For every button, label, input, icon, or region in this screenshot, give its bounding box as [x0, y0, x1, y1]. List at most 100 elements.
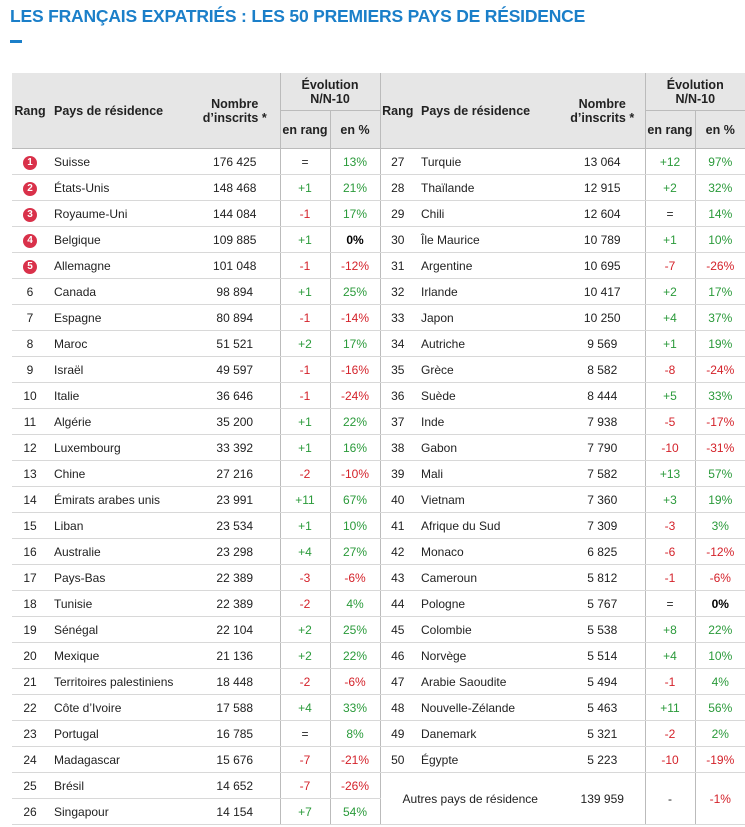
header-evolution-text: Évolution N/N-10: [301, 77, 359, 106]
row: 8 Maroc 51 521 +2 17% 34 Autriche 9 569 +1 19%: [12, 330, 745, 357]
nombre: 5 812: [560, 564, 645, 591]
nombre: 5 223: [560, 746, 645, 773]
rang: 38: [379, 434, 415, 461]
evolution-rang: +2: [279, 330, 330, 357]
rang: 21: [12, 668, 48, 695]
rang: 29: [379, 200, 415, 227]
row: 26 Singapour 14 154 +7 54%: [12, 798, 745, 825]
pays: Gabon: [415, 434, 560, 461]
rang: 36: [379, 382, 415, 409]
evolution-pct: 3%: [694, 512, 745, 539]
title-dash: [10, 40, 22, 43]
rang: 10: [12, 382, 48, 409]
evolution-pct: 10%: [329, 512, 380, 539]
pays: Cameroun: [415, 564, 560, 591]
row: 10 Italie 36 646 -1 -24% 36 Suède 8 444 +5 33%: [12, 382, 745, 409]
evolution-rang: -2: [279, 590, 330, 617]
evolution-rang: =: [644, 590, 695, 617]
evolution-pct: 22%: [329, 408, 380, 435]
rang-badge: 5: [23, 259, 37, 274]
pays: États-Unis: [48, 174, 190, 201]
header-pays: Pays de résidence: [415, 73, 560, 149]
pays: Tunisie: [48, 590, 190, 617]
rang: 39: [379, 460, 415, 487]
evolution-rang: +4: [644, 642, 695, 669]
evolution-rang: +1: [279, 434, 330, 461]
nombre: 8 444: [560, 382, 645, 409]
evolution-pct: 21%: [329, 174, 380, 201]
nombre: 23 298: [190, 538, 280, 565]
evolution-pct: 25%: [329, 278, 380, 305]
rang: 30: [379, 226, 415, 253]
evolution-pct: 10%: [694, 642, 745, 669]
evolution-rang: -1: [279, 252, 330, 279]
rang: 47: [379, 668, 415, 695]
nombre: 7 938: [560, 408, 645, 435]
evolution-pct: 25%: [329, 616, 380, 643]
row: 11 Algérie 35 200 +1 22% 37 Inde 7 938 -5 -17%: [12, 408, 745, 435]
rang: 2: [12, 174, 48, 201]
nombre: 10 695: [560, 252, 645, 279]
nombre: 144 084: [190, 200, 280, 227]
rang: 8: [12, 330, 48, 357]
rang: 43: [379, 564, 415, 591]
nombre: 14 652: [190, 772, 280, 799]
evolution-pct: 19%: [694, 330, 745, 357]
rang: 3: [12, 200, 48, 227]
pays: Territoires palestiniens: [48, 668, 190, 695]
pays: Brésil: [48, 772, 190, 799]
row: 6 Canada 98 894 +1 25% 32 Irlande 10 417 +2 17%: [12, 278, 745, 305]
evolution-rang: +2: [279, 616, 330, 643]
rang: 37: [379, 408, 415, 435]
rang-badge: 3: [23, 207, 37, 222]
nombre: 5 514: [560, 642, 645, 669]
rang: 6: [12, 278, 48, 305]
nombre: 27 216: [190, 460, 280, 487]
evolution-rang: -10: [644, 434, 695, 461]
header-nombre: Nombre d’inscrits *: [190, 73, 280, 149]
autres-rang: -: [644, 772, 695, 825]
rang-badge: 4: [23, 233, 37, 248]
evolution-rang: -3: [279, 564, 330, 591]
evolution-rang: +2: [279, 642, 330, 669]
evolution-rang: =: [279, 148, 330, 175]
pays: Argentine: [415, 252, 560, 279]
rang: 46: [379, 642, 415, 669]
rang: 33: [379, 304, 415, 331]
evolution-pct: 16%: [329, 434, 380, 461]
pays: Île Maurice: [415, 226, 560, 253]
evolution-pct: 10%: [694, 226, 745, 253]
rang: 23: [12, 720, 48, 747]
evolution-rang: -2: [279, 460, 330, 487]
evolution-pct: 17%: [329, 200, 380, 227]
evolution-pct: -16%: [329, 356, 380, 383]
evolution-pct: 33%: [329, 694, 380, 721]
evolution-rang: +1: [279, 408, 330, 435]
evolution-rang: -1: [644, 668, 695, 695]
nombre: 22 104: [190, 616, 280, 643]
rang: 50: [379, 746, 415, 773]
nombre: 80 894: [190, 304, 280, 331]
rang: 48: [379, 694, 415, 721]
row: 22 Côte d’Ivoire 17 588 +4 33% 48 Nouvelle-Zél…: [12, 694, 745, 721]
evolution-pct: -12%: [694, 538, 745, 565]
evolution-rang: +1: [279, 278, 330, 305]
evolution-pct: 37%: [694, 304, 745, 331]
evolution-rang: -1: [279, 304, 330, 331]
pays: Liban: [48, 512, 190, 539]
evolution-rang: -8: [644, 356, 695, 383]
nombre: 22 389: [190, 590, 280, 617]
evolution-rang: -1: [279, 356, 330, 383]
pays: Portugal: [48, 720, 190, 747]
evolution-rang: +4: [644, 304, 695, 331]
rang-badge: 1: [23, 155, 37, 170]
evolution-pct: 4%: [329, 590, 380, 617]
rang-badge: 2: [23, 181, 37, 196]
rang: 18: [12, 590, 48, 617]
pays: Vietnam: [415, 486, 560, 513]
pays: Madagascar: [48, 746, 190, 773]
evolution-pct: 27%: [329, 538, 380, 565]
evolution-pct: -24%: [694, 356, 745, 383]
rang: 27: [379, 148, 415, 175]
rang: 19: [12, 616, 48, 643]
